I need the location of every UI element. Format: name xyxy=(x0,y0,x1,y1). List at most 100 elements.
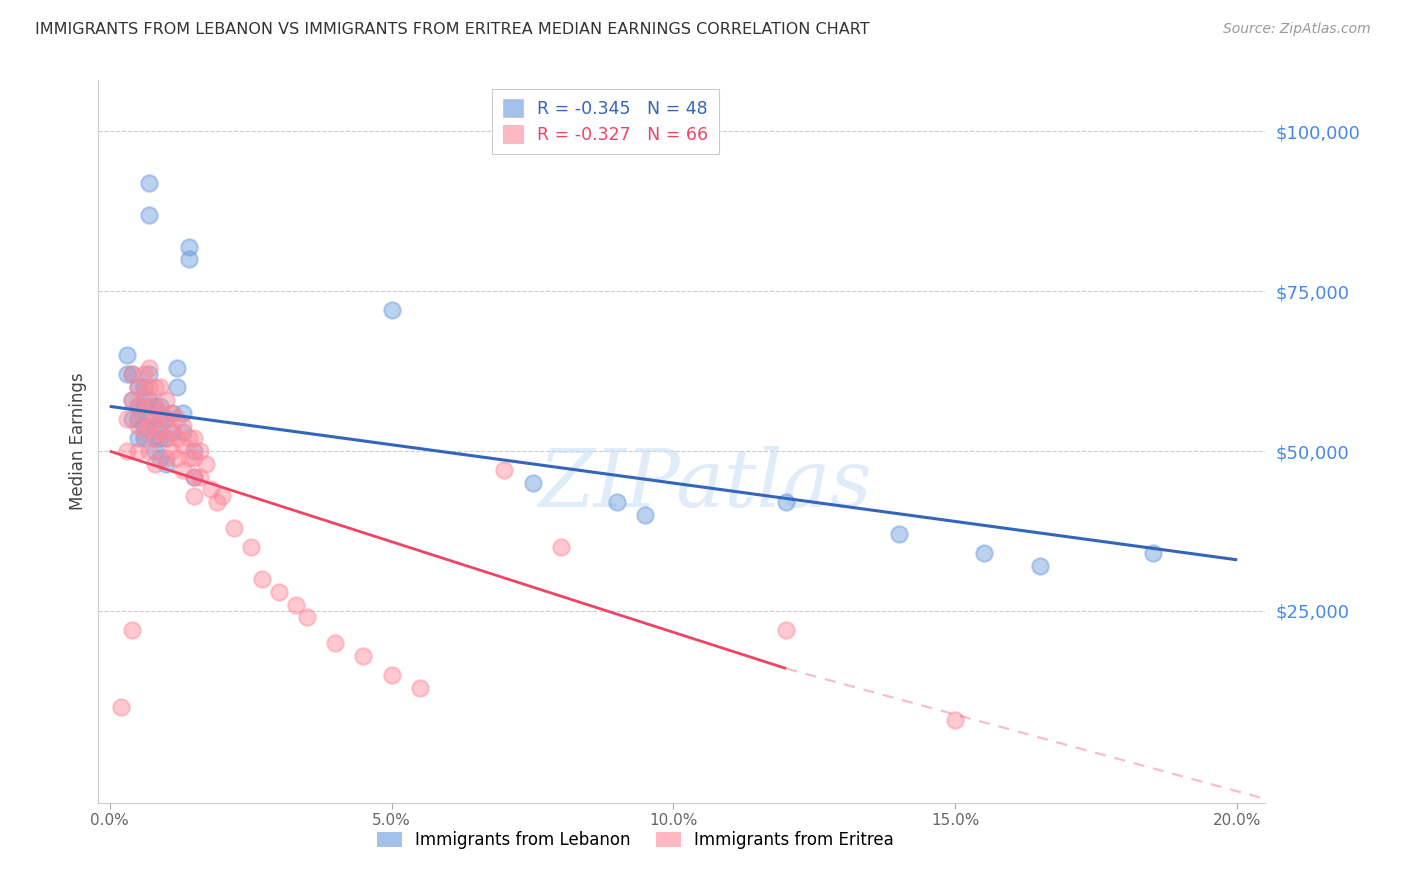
Point xyxy=(194,457,217,471)
Text: Source: ZipAtlas.com: Source: ZipAtlas.com xyxy=(1223,22,1371,37)
Point xyxy=(149,380,172,394)
Point xyxy=(352,648,374,663)
Point xyxy=(160,406,183,420)
Point xyxy=(138,208,160,222)
Point xyxy=(172,463,194,477)
Point xyxy=(127,380,149,394)
Point xyxy=(1142,546,1164,560)
Point xyxy=(138,418,160,433)
Point xyxy=(183,489,205,503)
Point xyxy=(127,444,149,458)
Point xyxy=(132,425,155,439)
Point xyxy=(132,431,155,445)
Point xyxy=(183,469,205,483)
Point xyxy=(121,412,143,426)
Point xyxy=(149,425,172,439)
Y-axis label: Median Earnings: Median Earnings xyxy=(69,373,87,510)
Point xyxy=(160,425,183,439)
Point xyxy=(634,508,657,522)
Point xyxy=(188,469,211,483)
Point xyxy=(127,400,149,414)
Point xyxy=(284,598,307,612)
Point xyxy=(323,636,346,650)
Point xyxy=(183,469,205,483)
Point xyxy=(138,368,160,382)
Point xyxy=(143,431,166,445)
Point xyxy=(143,400,166,414)
Point xyxy=(143,457,166,471)
Point xyxy=(132,406,155,420)
Point xyxy=(143,444,166,458)
Point xyxy=(115,412,138,426)
Point xyxy=(160,425,183,439)
Point xyxy=(132,400,155,414)
Point xyxy=(973,546,995,560)
Point xyxy=(143,412,166,426)
Point xyxy=(138,361,160,376)
Point xyxy=(409,681,432,695)
Point xyxy=(211,489,233,503)
Point xyxy=(127,400,149,414)
Point xyxy=(200,483,222,497)
Point xyxy=(115,348,138,362)
Point xyxy=(127,431,149,445)
Legend: Immigrants from Lebanon, Immigrants from Eritrea: Immigrants from Lebanon, Immigrants from… xyxy=(370,824,900,856)
Point xyxy=(183,444,205,458)
Point xyxy=(522,476,544,491)
Point xyxy=(155,392,177,407)
Point xyxy=(138,400,160,414)
Point xyxy=(166,380,188,394)
Point xyxy=(121,392,143,407)
Point xyxy=(138,176,160,190)
Point xyxy=(775,623,797,637)
Point xyxy=(127,412,149,426)
Point xyxy=(138,392,160,407)
Point xyxy=(205,495,228,509)
Point xyxy=(887,527,910,541)
Point xyxy=(132,380,155,394)
Point xyxy=(183,431,205,445)
Point xyxy=(132,386,155,401)
Point xyxy=(149,450,172,465)
Point xyxy=(188,444,211,458)
Point xyxy=(132,418,155,433)
Point xyxy=(149,400,172,414)
Point xyxy=(550,540,572,554)
Point xyxy=(160,444,183,458)
Point xyxy=(110,699,132,714)
Point xyxy=(155,457,177,471)
Point xyxy=(143,418,166,433)
Point xyxy=(177,252,200,267)
Point xyxy=(166,450,188,465)
Point xyxy=(172,418,194,433)
Point xyxy=(149,431,172,445)
Point xyxy=(183,450,205,465)
Point xyxy=(155,431,177,445)
Point xyxy=(606,495,628,509)
Point xyxy=(143,400,166,414)
Point xyxy=(239,540,262,554)
Point xyxy=(172,438,194,452)
Point xyxy=(138,380,160,394)
Point xyxy=(138,444,160,458)
Point xyxy=(177,450,200,465)
Point xyxy=(127,418,149,433)
Point xyxy=(177,239,200,253)
Point xyxy=(775,495,797,509)
Point xyxy=(155,431,177,445)
Text: IMMIGRANTS FROM LEBANON VS IMMIGRANTS FROM ERITREA MEDIAN EARNINGS CORRELATION C: IMMIGRANTS FROM LEBANON VS IMMIGRANTS FR… xyxy=(35,22,870,37)
Point xyxy=(115,368,138,382)
Point xyxy=(121,368,143,382)
Point xyxy=(121,623,143,637)
Point xyxy=(149,412,172,426)
Point xyxy=(115,444,138,458)
Point xyxy=(166,431,188,445)
Point xyxy=(127,380,149,394)
Point xyxy=(381,668,404,682)
Point xyxy=(166,412,188,426)
Point xyxy=(121,368,143,382)
Point xyxy=(143,431,166,445)
Point xyxy=(121,392,143,407)
Point xyxy=(943,713,966,727)
Point xyxy=(381,303,404,318)
